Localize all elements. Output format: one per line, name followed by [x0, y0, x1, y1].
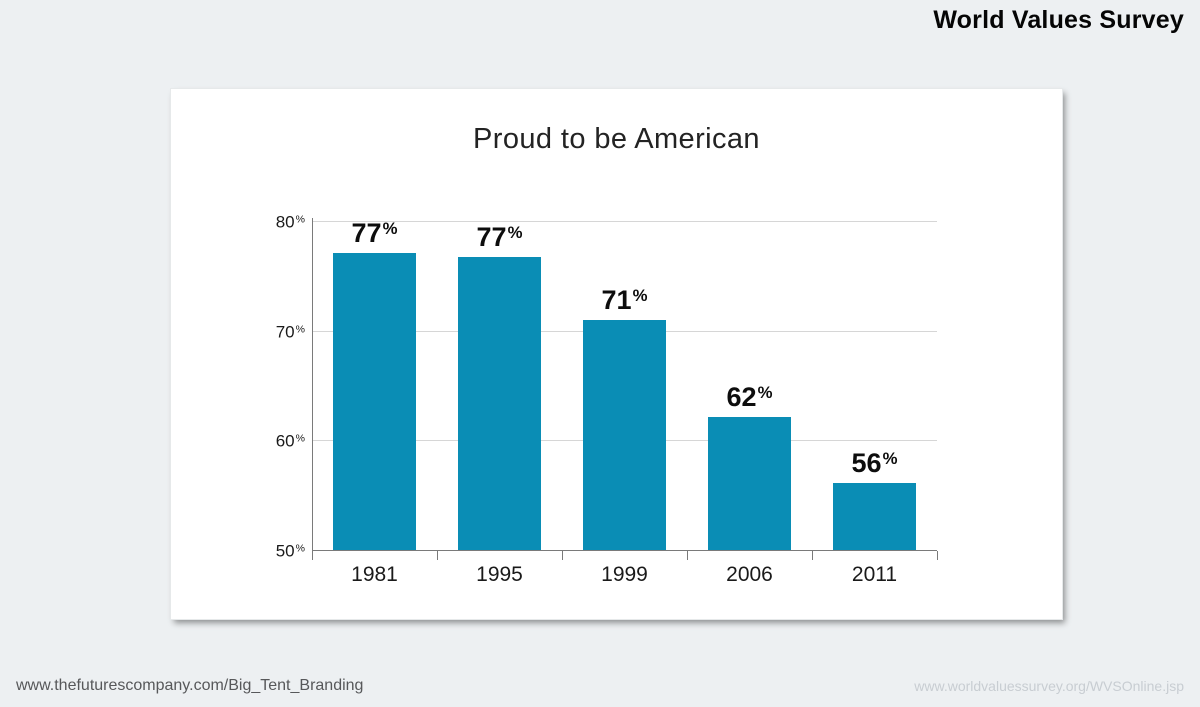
value-number: 70	[275, 322, 295, 342]
bar-1981	[333, 252, 416, 551]
percent-sign: %	[295, 542, 305, 555]
y-axis-line	[312, 218, 313, 560]
value-number: 56	[851, 448, 882, 479]
y-tick-label-50: 50%	[276, 543, 305, 560]
bar-value-label-2006: 62%	[687, 384, 812, 411]
x-axis-tick-1	[436, 551, 438, 560]
x-axis-tick-5	[936, 551, 938, 560]
plot-area: 77% 77% 71% 62% 56%	[311, 217, 938, 560]
value-number: 77	[351, 217, 382, 248]
x-axis-tick-4	[811, 551, 813, 560]
bar-value-label-1981: 77%	[312, 217, 437, 248]
bar-2006	[708, 417, 791, 551]
percent-sign: %	[507, 223, 523, 243]
x-axis-label-1999: 1999	[601, 563, 648, 586]
x-axis-tick-3	[686, 551, 688, 560]
x-axis-label-2006: 2006	[726, 563, 773, 586]
x-axis-line	[312, 550, 937, 551]
value-number: 80	[275, 212, 295, 232]
chart-title: Proud to be American	[473, 123, 760, 155]
bar-value-label-2011: 56%	[812, 450, 937, 477]
page-title: World Values Survey	[933, 6, 1184, 34]
gridline-80	[312, 221, 937, 222]
bar-value-label-1995: 77%	[437, 224, 562, 251]
y-axis-labels: 50% 60% 70% 80%	[171, 214, 305, 560]
percent-sign: %	[382, 218, 398, 238]
chart-card: Proud to be American 50% 60% 70% 80% 77% 77%…	[171, 89, 1062, 619]
percent-sign: %	[757, 383, 773, 403]
bar-2011	[833, 483, 916, 551]
x-axis-label-2011: 2011	[851, 563, 898, 586]
percent-sign: %	[882, 448, 898, 468]
y-tick-label-60: 60%	[276, 433, 305, 450]
footer-source-left: www.thefuturescompany.com/Big_Tent_Brand…	[16, 677, 364, 694]
percent-sign: %	[295, 323, 305, 336]
value-number: 71	[601, 284, 632, 315]
value-number: 60	[275, 431, 295, 451]
x-axis-tick-0	[311, 551, 313, 560]
footer-source-right: www.worldvaluessurvey.org/WVSOnline.jsp	[914, 678, 1184, 694]
bar-value-label-1999: 71%	[562, 284, 687, 315]
value-number: 62	[726, 382, 757, 413]
percent-sign: %	[632, 285, 648, 305]
percent-sign: %	[295, 432, 305, 445]
value-number: 77	[476, 222, 507, 253]
y-tick-label-80: 80%	[276, 214, 305, 231]
x-axis-label-1981: 1981	[351, 563, 398, 586]
x-axis-label-1995: 1995	[476, 563, 523, 586]
y-tick-label-70: 70%	[276, 323, 305, 340]
x-axis-tick-2	[561, 551, 563, 560]
bar-1995	[458, 257, 541, 551]
x-axis-labels: 1981 1995 1999 2006 2011	[312, 563, 937, 591]
value-number: 50	[275, 541, 295, 561]
percent-sign: %	[295, 213, 305, 226]
bar-1999	[583, 319, 666, 551]
